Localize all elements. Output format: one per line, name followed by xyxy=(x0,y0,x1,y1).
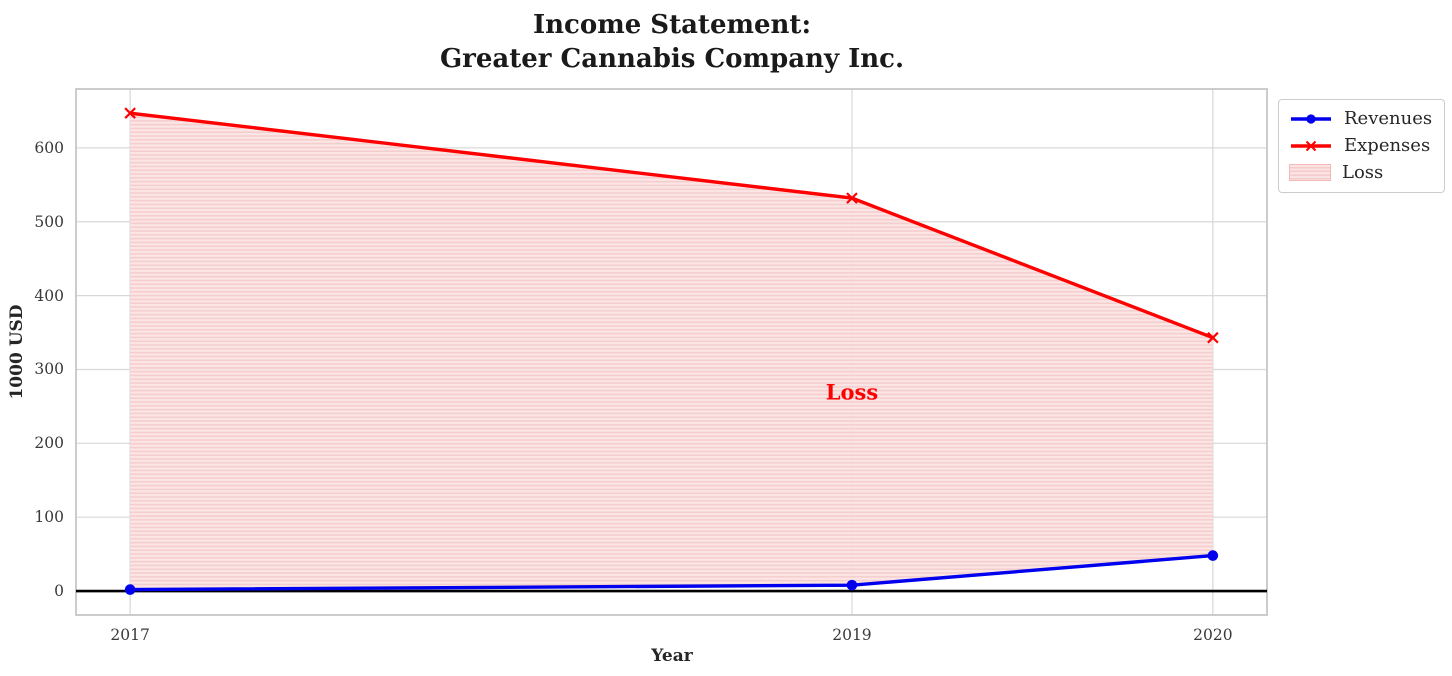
loss-annotation: Loss xyxy=(825,379,879,405)
legend-label-revenues: Revenues xyxy=(1344,108,1433,129)
revenues-line-icon xyxy=(1291,113,1331,124)
y-tick-label: 0 xyxy=(54,582,64,601)
chart-title: Income Statement: Greater Cannabis Compa… xyxy=(439,10,905,74)
x-tick-label: 2017 xyxy=(110,626,150,644)
y-tick-label: 400 xyxy=(34,286,64,305)
y-axis-label: 1000 USD xyxy=(7,304,27,400)
expenses-line-icon xyxy=(1291,140,1331,151)
y-tick-label: 300 xyxy=(34,360,64,379)
y-tick-label: 500 xyxy=(34,212,64,231)
y-tick-label: 200 xyxy=(34,434,64,453)
y-tick-label: 600 xyxy=(34,138,64,157)
x-tick-label: 2020 xyxy=(1193,626,1233,644)
expenses-x-marker xyxy=(124,107,136,119)
legend-label-expenses: Expenses xyxy=(1344,135,1431,156)
revenues-circle-marker xyxy=(124,584,136,595)
legend: Revenues Expenses Loss xyxy=(1278,99,1445,193)
x-tick-label: 2019 xyxy=(832,626,872,644)
loss-area-fill xyxy=(130,113,1213,590)
revenues-circle-marker xyxy=(846,579,858,591)
legend-label-loss: Loss xyxy=(1342,162,1384,183)
legend-row-expenses: Expenses xyxy=(1289,136,1433,155)
x-axis-label: Year xyxy=(651,646,693,666)
expenses-x-marker xyxy=(846,192,858,204)
legend-row-revenues: Revenues xyxy=(1289,109,1433,128)
loss-patch-icon xyxy=(1289,164,1331,181)
axes-frame xyxy=(75,88,1268,616)
expenses-x-marker xyxy=(1207,331,1219,344)
legend-row-loss: Loss xyxy=(1289,163,1433,182)
y-tick-label: 100 xyxy=(34,508,64,527)
revenues-circle-marker xyxy=(1207,550,1219,561)
